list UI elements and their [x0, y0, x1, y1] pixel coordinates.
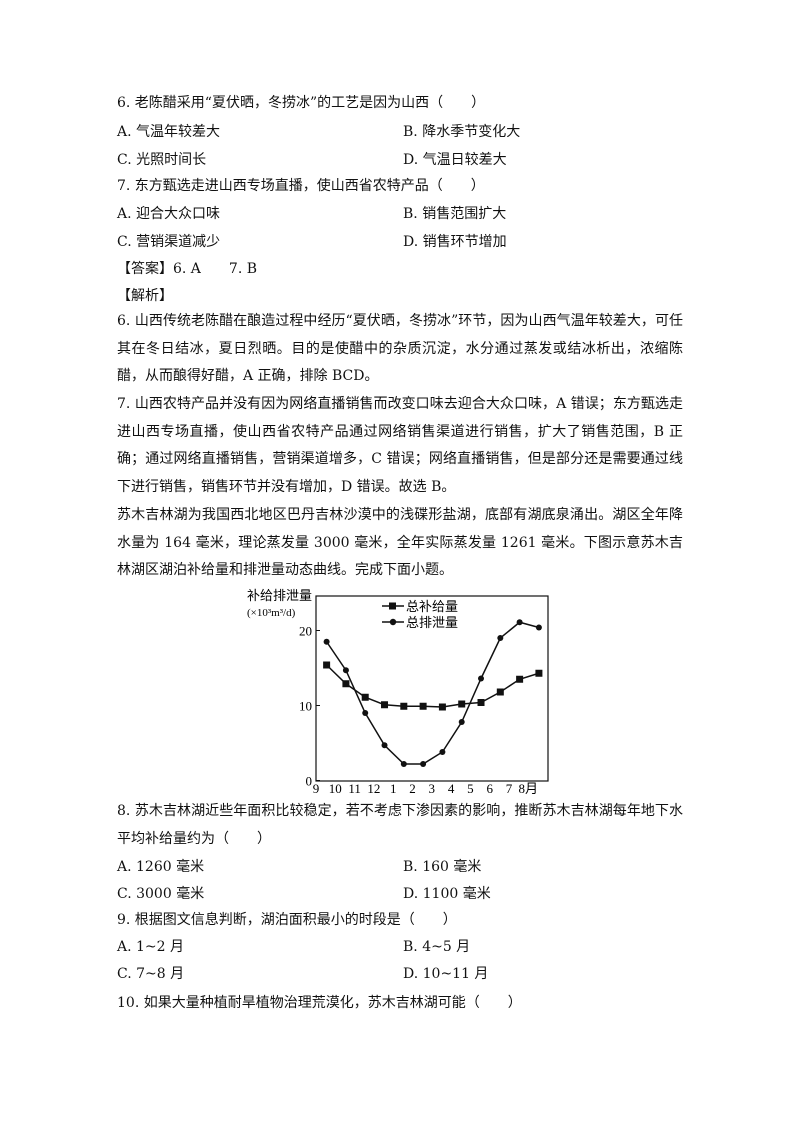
q7-option-a: A. 迎合大众口味: [117, 206, 221, 222]
y-tick-label: 10: [299, 699, 312, 714]
x-tick-label: 6: [486, 781, 493, 795]
series-line-recharge: [326, 664, 540, 708]
data-point-discharge: [458, 719, 465, 725]
q6-option-d: D. 气温日较差大: [403, 152, 507, 168]
q6-option-c: C. 光照时间长: [117, 152, 207, 168]
x-tick-label: 7: [506, 781, 513, 795]
q8-option-d: D. 1100 毫米: [403, 886, 491, 902]
x-tick-label: 9: [313, 781, 320, 795]
x-tick-label: 12: [367, 781, 380, 795]
q8-stem: 8. 苏木吉林湖近些年面积比较稳定，若不考虑下渗因素的影响，推断苏木吉林湖每年地…: [117, 803, 683, 847]
series-line-discharge: [325, 621, 540, 765]
data-point-discharge: [439, 749, 446, 755]
data-point-recharge: [477, 699, 485, 706]
data-point-recharge: [342, 680, 350, 688]
y-tick-label: 20: [299, 624, 312, 639]
q8-option-b: B. 160 毫米: [403, 859, 482, 875]
plot-frame: [315, 595, 549, 782]
data-point-recharge: [458, 700, 466, 708]
legend-marker-square: [389, 602, 396, 610]
q9-option-c: C. 7~8 月: [117, 966, 185, 982]
data-point-recharge: [323, 661, 331, 669]
data-point-discharge: [478, 675, 485, 682]
legend-marker-circle: [389, 618, 397, 626]
data-point-recharge: [419, 702, 427, 710]
q10-stem: 10. 如果大量种植耐旱植物治理荒漠化，苏木吉林湖可能（ ）: [117, 995, 522, 1011]
intro-paragraph: 苏木吉林湖为我国西北地区巴丹吉林沙漠中的浅碟形盐湖，底部有湖底泉涌出。湖区全年降…: [117, 507, 683, 579]
data-point-recharge: [438, 703, 446, 711]
x-tick-label: 1: [390, 781, 397, 795]
q8-option-a: A. 1260 毫米: [117, 859, 205, 875]
x-tick-label: 5: [467, 781, 474, 795]
data-point-discharge: [400, 761, 407, 767]
data-point-discharge: [362, 710, 369, 716]
legend-recharge: 总补给量: [406, 599, 458, 614]
legend-discharge: 总排泄量: [406, 615, 458, 630]
q7-option-c: C. 营销渠道减少: [117, 234, 221, 250]
q7-option-d: D. 销售环节增加: [403, 234, 507, 250]
q9-stem: 9. 根据图文信息判断，湖泊面积最小的时段是（ ）: [117, 912, 457, 928]
answer: 【答案】6. A 7. B: [117, 261, 258, 277]
q6-stem: 6. 老陈醋采用“夏伏晒，冬捞冰”的工艺是因为山西（ ）: [117, 95, 486, 111]
x-tick-label: 2: [409, 781, 416, 795]
q7-option-b: B. 销售范围扩大: [403, 206, 507, 222]
x-tick-label: 3: [429, 781, 436, 795]
x-tick-label: 10: [329, 781, 342, 795]
x-tick-label: 11: [348, 781, 361, 795]
data-point-recharge: [361, 693, 369, 701]
data-point-discharge: [535, 624, 542, 631]
analysis-title: 【解析】: [117, 288, 173, 304]
data-point-recharge: [381, 701, 389, 709]
data-point-recharge: [516, 675, 524, 683]
data-point-discharge: [420, 761, 427, 767]
analysis-7: 7. 山西农特产品并没有因为网络直播销售而改变口味去迎合大众口味，A 错误；东方…: [117, 396, 683, 495]
data-point-recharge: [400, 702, 408, 710]
legend: 总补给量 总排泄量: [382, 599, 458, 630]
analysis-6: 6. 山西传统老陈醋在酿造过程中经历“夏伏晒，冬捞冰”环节，因为山西气温年较差大…: [117, 313, 683, 385]
data-point-discharge: [323, 638, 330, 645]
x-tick-label: 4: [448, 781, 455, 795]
data-point-discharge: [516, 619, 523, 626]
y-axis-label: 补给排泄量: [247, 588, 312, 603]
data-point-discharge: [381, 742, 388, 749]
q9-option-a: A. 1~2 月: [117, 939, 185, 955]
y-tick-label: 0: [306, 774, 313, 789]
data-point-discharge: [497, 635, 504, 641]
data-point-recharge: [535, 669, 543, 677]
data-point-recharge: [496, 688, 504, 696]
q6-option-a: A. 气温年较差大: [117, 124, 221, 140]
q6-option-b: B. 降水季节变化大: [403, 124, 521, 140]
q7-stem: 7. 东方甄选走进山西专场直播，使山西省农特产品（ ）: [117, 178, 485, 194]
x-tick-label: 8月: [519, 781, 539, 795]
data-point-discharge: [342, 667, 349, 674]
q8-option-c: C. 3000 毫米: [117, 886, 205, 902]
q9-option-b: B. 4~5 月: [403, 939, 471, 955]
y-axis-unit: (×10³m³/d): [247, 607, 296, 619]
q9-option-d: D. 10~11 月: [403, 966, 489, 982]
